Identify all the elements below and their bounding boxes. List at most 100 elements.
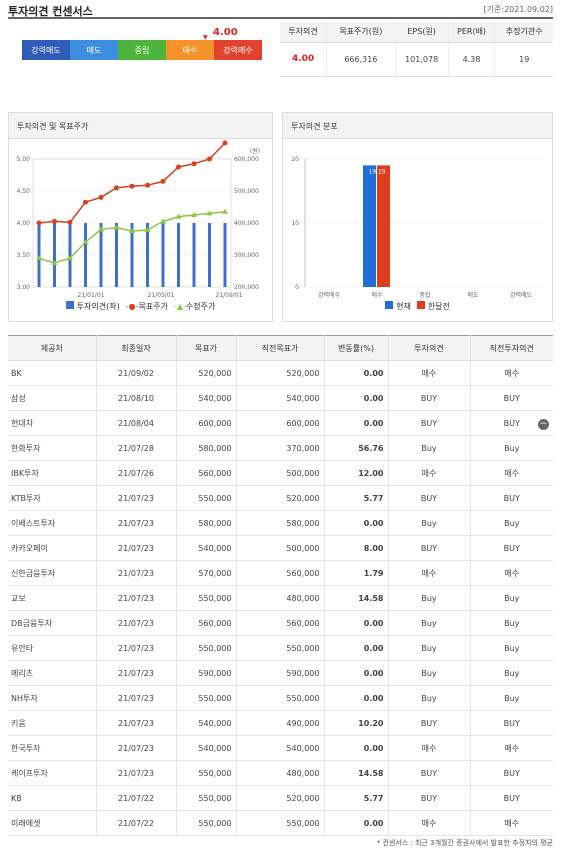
summary-eps: 101,078 [395,42,449,77]
legend-current-label: 현재 [396,302,411,311]
cell-provider[interactable]: BK [8,360,97,386]
opinion-bar [177,223,180,287]
cell-provider[interactable]: 유안타 [8,635,97,661]
summary-opinion: 4.00 [280,42,328,77]
cell-provider[interactable]: 한화투자 [8,435,97,461]
adjusted-price-point [144,227,151,233]
cell-target: 580,000 [176,435,237,461]
cell-prev-target: 520,000 [236,360,325,386]
adjusted-price-point [160,218,166,224]
cell-provider[interactable]: KB [8,785,97,811]
cell-date: 21/07/23 [96,485,177,511]
cell-prev-target: 580,000 [236,510,325,536]
cell-date: 21/07/26 [96,460,177,486]
distribution-chart-legend: 현재 한달전 [283,301,552,312]
table-row: 신한금융투자 21/07/23 570,000 560,000 1.79 매수 매수 [8,560,553,586]
cell-provider[interactable]: 교보 [8,585,97,611]
cell-provider[interactable]: 이베스트투자 [8,510,97,536]
cell-target: 560,000 [176,610,237,636]
col-header-prev-target: 직전목표가 [236,335,325,361]
cell-provider[interactable]: 키움 [8,710,97,736]
cell-provider[interactable]: IBK투자 [8,460,97,486]
opinion-bar [161,223,165,287]
cell-provider[interactable]: 카카오페이 [8,535,97,561]
left-tick-label: 5.00 [17,156,31,163]
cell-date: 21/07/23 [96,660,177,686]
cell-opinion: 매수 [388,460,471,486]
cell-provider[interactable]: KTB투자 [8,485,97,511]
cell-provider[interactable]: 현대차 [8,410,97,436]
target-price-point [52,218,57,224]
cell-provider[interactable]: 메리츠 [8,660,97,686]
cell-target: 570,000 [176,560,237,586]
legend-month-ago-label: 한달전 [427,302,450,311]
legend-swatch [385,301,394,309]
scale-strong-sell: 강력매도 [22,40,70,60]
table-row: 교보 21/07/23 550,000 480,000 14.58 Buy Buy [8,585,553,611]
cell-provider[interactable]: 한국투자 [8,735,97,761]
right-tick-label: 600,000 [234,156,259,163]
summary-header: 추정기관수 [494,22,553,43]
target-price-point [36,220,42,226]
cell-provider[interactable]: 케이프투자 [8,760,97,786]
cell-provider[interactable]: NH투자 [8,685,97,711]
target-price-point [191,161,197,167]
cell-target: 540,000 [176,535,237,561]
target-price-point [176,164,181,170]
left-tick-label: 3.00 [17,284,31,291]
legend-target: -●-목표주가 [126,301,168,312]
cell-prev-target: 600,000 [236,410,325,436]
col-header-date: 최종일자 [96,335,177,361]
target-price-point [222,140,228,146]
cell-opinion: BUY [388,385,471,411]
minus-circle-icon[interactable]: − [538,419,549,430]
target-price-point [160,178,166,184]
cell-date: 21/07/23 [96,535,177,561]
opinion-bar [37,223,41,287]
cell-prev-opinion: BUY [470,710,553,736]
cell-opinion: BUY [388,760,471,786]
cell-opinion: 매수 [388,360,471,386]
right-tick-label: 200,000 [234,284,259,291]
table-row: DB금융투자 21/07/23 560,000 560,000 0.00 Buy Buy [8,610,553,636]
right-tick-label: 500,000 [234,188,259,195]
y-tick-label: 0 [295,284,299,291]
table-row: 케이프투자 21/07/23 550,000 480,000 14.58 BUY BUY [8,760,553,786]
legend-target-label: 목표주가 [138,302,168,311]
header-divider [8,17,553,19]
cell-target: 520,000 [176,360,237,386]
cell-date: 21/08/04 [96,410,177,436]
cell-target: 550,000 [176,485,237,511]
legend-line-marker-icon: -●- [125,302,139,311]
table-row: 메리츠 21/07/23 590,000 590,000 0.00 Buy Buy [8,660,553,686]
opinion-bar [115,223,118,287]
cell-target: 550,000 [176,635,237,661]
cell-date: 21/07/23 [96,560,177,586]
target-price-point [207,156,212,162]
opinion-bar [84,223,87,287]
table-row: 카카오페이 21/07/23 540,000 500,000 8.00 BUY BUY [8,535,553,561]
cell-provider[interactable]: 신한금융투자 [8,560,97,586]
x-tick-label: 21/05/01 [148,292,175,299]
cell-opinion: BUY [388,785,471,811]
cell-provider[interactable]: DB금융투자 [8,610,97,636]
cell-prev-opinion: BUY [470,535,553,561]
cell-change: 0.00 [324,810,389,836]
cell-provider[interactable]: 삼성 [8,385,97,411]
cell-change: 14.58 [324,760,389,786]
category-label: 중립 [419,291,430,299]
summary-header: 목표주가(원) [326,22,396,43]
x-tick-label: 21/01/01 [78,292,105,299]
cell-change: 0.00 [324,635,389,661]
opinion-bar [130,223,134,287]
cell-provider[interactable]: 미래에셋 [8,810,97,836]
cell-date: 21/07/23 [96,710,177,736]
col-header-prev-opinion: 직전투자의견 [470,335,553,361]
right-tick-label: 400,000 [234,220,259,227]
summary-target-price: 666,316 [326,42,396,77]
cell-opinion: 매수 [388,560,471,586]
scale-buy: 매수 [166,40,214,60]
adjusted-price-point [222,208,228,214]
cell-target: 550,000 [176,685,237,711]
cell-prev-opinion: 매수 [470,360,553,386]
